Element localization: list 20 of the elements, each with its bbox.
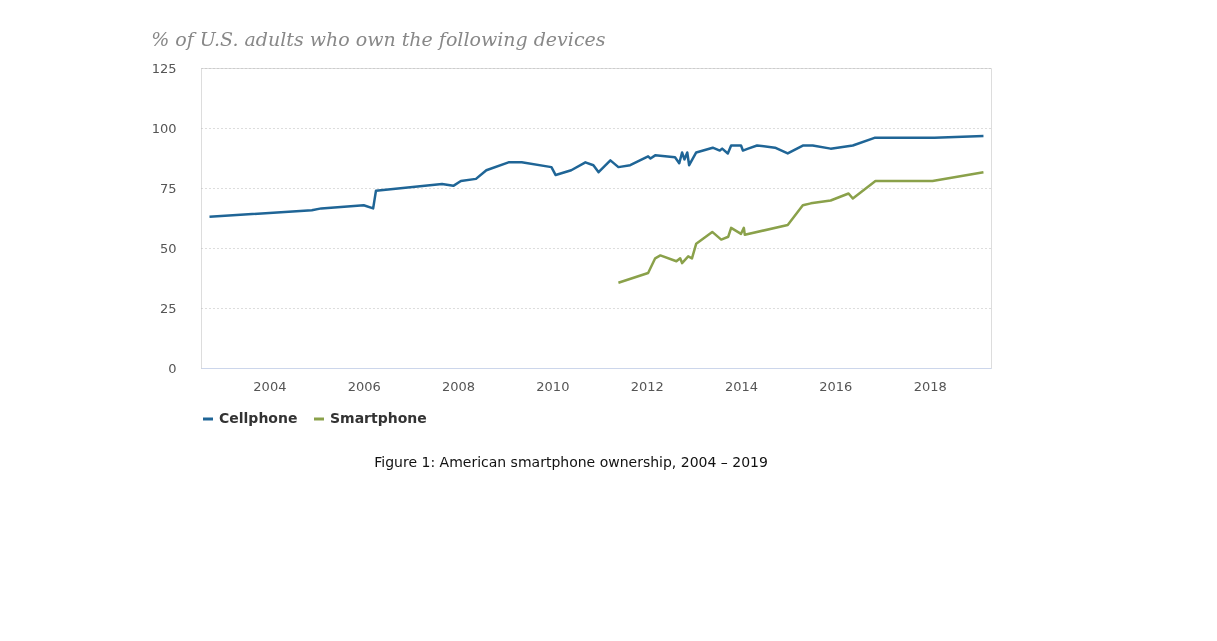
y-tick-label: 50 bbox=[159, 240, 177, 256]
legend-label: Cellphone bbox=[219, 410, 298, 426]
y-tick-label: 0 bbox=[168, 360, 177, 376]
y-tick-label: 125 bbox=[151, 60, 177, 76]
x-tick-label: 2018 bbox=[913, 378, 947, 394]
line-series bbox=[617, 170, 985, 285]
x-tick-label: 2014 bbox=[724, 378, 759, 394]
x-tick-label: 2004 bbox=[253, 378, 287, 394]
y-tick-label: 25 bbox=[159, 300, 177, 316]
y-tick-label: 100 bbox=[151, 120, 177, 136]
caption: Figure 1: American smartphone ownership, 2004 – 2019 bbox=[374, 454, 768, 470]
x-tick-label: 2008 bbox=[442, 378, 476, 394]
y-tick-label: 75 bbox=[159, 180, 177, 196]
line-series bbox=[208, 134, 985, 219]
x-tick-label: 2016 bbox=[819, 378, 853, 394]
chart-title: % of U.S. adults who own the following devices bbox=[151, 28, 606, 50]
legend-label: Smartphone bbox=[330, 410, 427, 426]
x-tick-label: 2006 bbox=[347, 378, 381, 394]
x-tick-label: 2012 bbox=[630, 378, 664, 394]
x-tick-label: 2010 bbox=[536, 378, 570, 394]
